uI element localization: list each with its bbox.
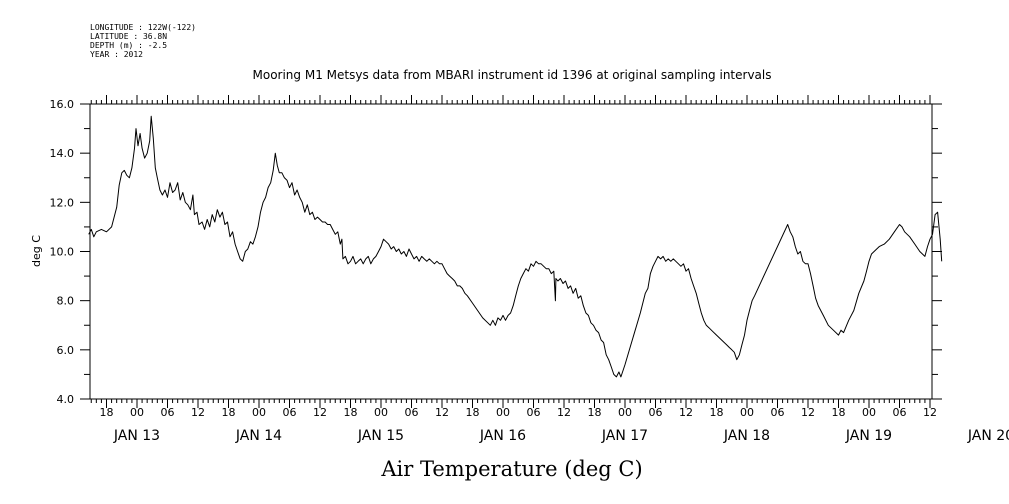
- x-date-label: JAN 20: [967, 428, 1009, 444]
- x-hour-label: 18: [100, 406, 114, 419]
- x-axis: 18 00 06 12 18 00 06 12 18 00 06 12 18 00 06 12 18 00 06 12…: [90, 95, 1009, 444]
- x-hour-label: 06: [649, 406, 663, 419]
- x-hour-label: 18: [588, 406, 602, 419]
- x-hour-label: 12: [191, 406, 205, 419]
- x-hour-label: 00: [130, 406, 144, 419]
- y-axis: 4.0 6.0 8.0 10.0 12.0 14.0 16.0: [50, 98, 942, 406]
- x-date-label: JAN 17: [601, 428, 648, 444]
- year-label: YEAR : 2012: [90, 50, 143, 59]
- y-tick-label: 6.0: [57, 344, 75, 357]
- y-tick-label: 16.0: [50, 98, 75, 111]
- x-hour-label: 06: [771, 406, 785, 419]
- x-hour-label: 12: [923, 406, 937, 419]
- x-hour-label: 00: [496, 406, 510, 419]
- x-hour-label: 18: [222, 406, 236, 419]
- x-hour-label: 00: [862, 406, 876, 419]
- x-hour-label: 18: [344, 406, 358, 419]
- x-date-label: JAN 18: [723, 428, 770, 444]
- x-hour-label: 12: [313, 406, 327, 419]
- x-hour-label: 06: [893, 406, 907, 419]
- y-tick-label: 4.0: [57, 393, 75, 406]
- x-hour-label: 00: [618, 406, 632, 419]
- y-tick-label: 8.0: [57, 295, 75, 308]
- y-tick-label: 10.0: [50, 246, 75, 259]
- x-hour-label: 06: [161, 406, 175, 419]
- x-hour-label: 12: [801, 406, 815, 419]
- x-date-label: JAN 19: [845, 428, 892, 444]
- x-date-label: JAN 14: [235, 428, 282, 444]
- air-temperature-series-line: [88, 115, 943, 378]
- x-hour-label: 00: [374, 406, 388, 419]
- x-hour-label: 00: [740, 406, 754, 419]
- x-hour-label: 12: [557, 406, 571, 419]
- x-hour-label: 12: [679, 406, 693, 419]
- longitude-label: LONGITUDE : 122W(-122): [90, 23, 196, 32]
- x-hour-label: 06: [527, 406, 541, 419]
- y-tick-label: 12.0: [50, 196, 75, 209]
- x-hour-label: 06: [283, 406, 297, 419]
- x-date-label: JAN 13: [113, 428, 160, 444]
- x-hour-label: 18: [832, 406, 846, 419]
- y-tick-label: 14.0: [50, 147, 75, 160]
- y-axis-label: deg C: [30, 235, 43, 267]
- x-hour-label: 12: [435, 406, 449, 419]
- depth-label: DEPTH (m) : -2.5: [90, 41, 167, 50]
- chart-title: Mooring M1 Metsys data from MBARI instru…: [253, 68, 772, 82]
- x-hour-label: 06: [405, 406, 419, 419]
- x-date-label: JAN 16: [479, 428, 526, 444]
- x-hour-label: 18: [710, 406, 724, 419]
- latitude-label: LATITUDE : 36.8N: [90, 32, 167, 41]
- x-axis-title: Air Temperature (deg C): [380, 457, 642, 481]
- series-group: [88, 115, 943, 378]
- x-hour-label: 00: [252, 406, 266, 419]
- plot-frame: [89, 103, 933, 400]
- x-hour-label: 18: [466, 406, 480, 419]
- x-date-label: JAN 15: [357, 428, 404, 444]
